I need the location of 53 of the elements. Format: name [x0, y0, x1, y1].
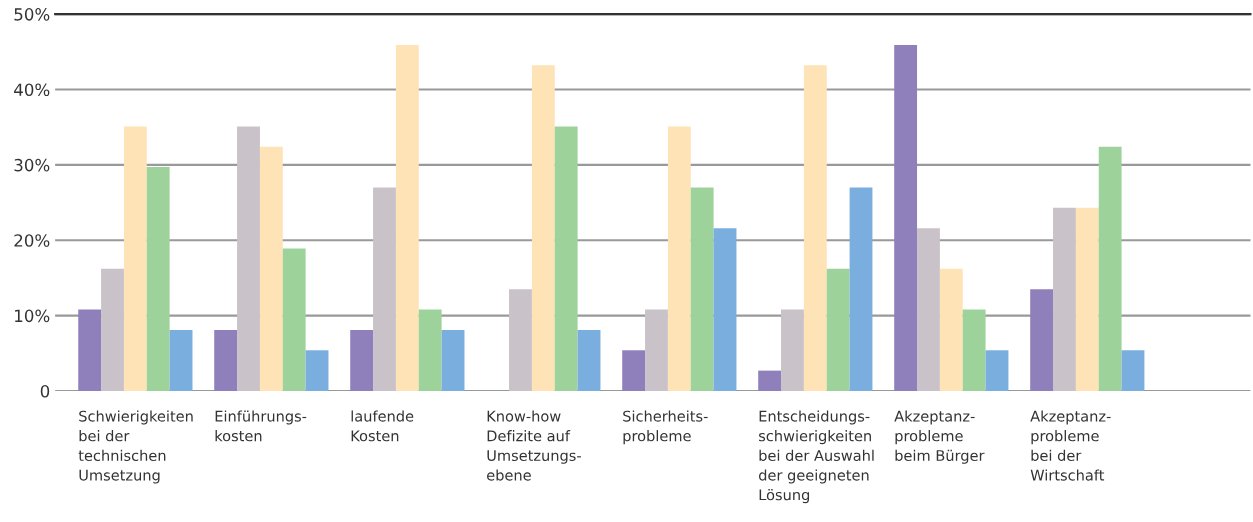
- bar: [803, 65, 827, 391]
- bar: [146, 167, 170, 391]
- bar: [1075, 207, 1099, 391]
- y-tick-label: 50%: [14, 8, 50, 21]
- x-tick-label: Entscheidungs- schwierigkeiten bei der Auswahl der geeigneten Lösung: [759, 410, 874, 504]
- bar: [758, 370, 782, 391]
- bar: [849, 187, 873, 391]
- bar: [441, 329, 465, 391]
- bar: [713, 228, 737, 391]
- x-tick-label: Akzeptanz- probleme bei der Wirtschaft: [1030, 410, 1111, 481]
- bar: [509, 289, 532, 391]
- bar: [1121, 350, 1145, 391]
- bar: [101, 268, 124, 391]
- bar: [939, 268, 963, 391]
- x-tick-label: laufende Kosten: [351, 410, 414, 442]
- x-tick-label: Einführungs- kosten: [215, 410, 307, 442]
- x-tick-label: Akzeptanz- probleme beim Bürger: [894, 410, 985, 464]
- y-tick-label: 20%: [14, 234, 50, 247]
- bar: [826, 268, 850, 391]
- bar: [690, 187, 714, 391]
- bar: [577, 329, 601, 391]
- bar: [282, 248, 306, 391]
- bar: [622, 350, 646, 391]
- bar: [305, 350, 329, 391]
- bar: [667, 126, 691, 391]
- bar: [169, 329, 193, 391]
- y-tick-label: 40%: [14, 83, 50, 97]
- bar: [1053, 207, 1076, 391]
- bar: [554, 126, 578, 391]
- y-tick-label: 10%: [15, 309, 50, 323]
- x-tick-label: Sicherheits- probleme: [623, 410, 708, 445]
- bar: [373, 187, 396, 391]
- bar: [1030, 289, 1054, 391]
- bar: [395, 45, 419, 391]
- bar: [894, 45, 918, 391]
- x-tick-label: Schwierigkeiten bei der technischen Umsetzung: [78, 410, 193, 484]
- bar: [1098, 146, 1122, 391]
- bar: [962, 309, 986, 391]
- bar: [259, 146, 283, 391]
- bar: [531, 65, 555, 391]
- bar: [917, 228, 940, 391]
- bar: [418, 309, 442, 391]
- bar: [350, 329, 374, 391]
- bar: [781, 309, 804, 391]
- bar: [645, 309, 668, 391]
- bar: [985, 350, 1009, 391]
- bar: [78, 309, 102, 391]
- y-tick-label: 0: [40, 384, 50, 398]
- bar: [123, 126, 147, 391]
- bar: [214, 329, 238, 391]
- bar: [237, 126, 260, 391]
- y-tick-label: 30%: [14, 158, 50, 172]
- x-tick-label: Know-how Defizite auf Umsetzungs- ebene: [487, 410, 581, 481]
